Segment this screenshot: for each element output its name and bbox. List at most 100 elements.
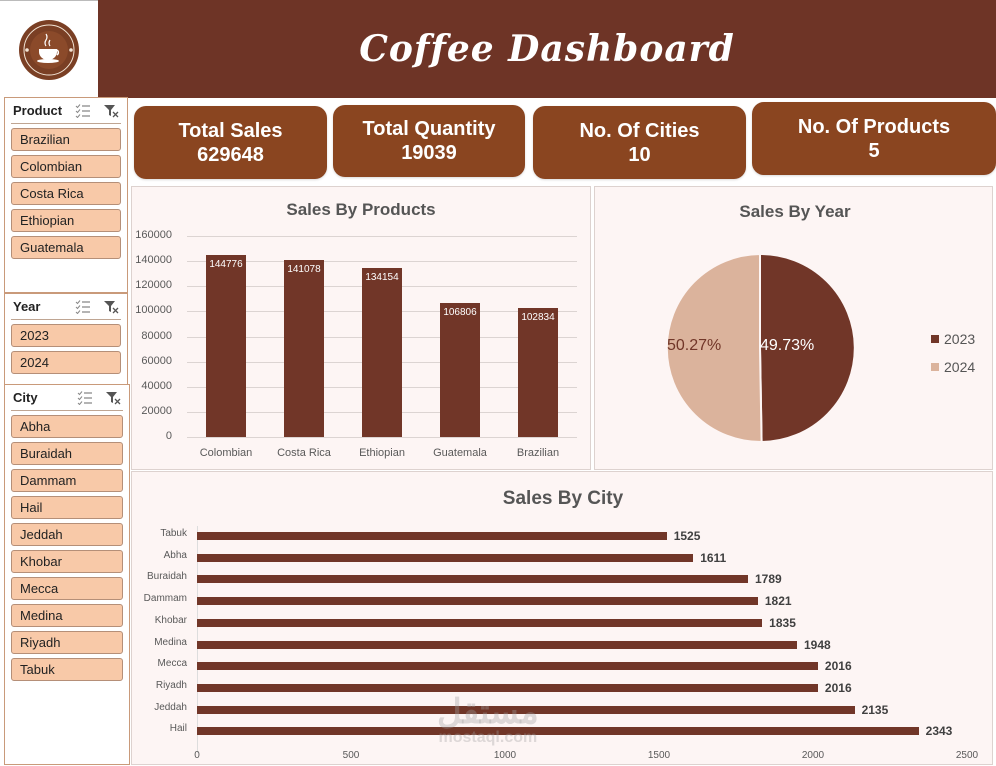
bar-value-label: 2135 <box>861 702 889 717</box>
bar-tabuk[interactable] <box>197 532 667 540</box>
slicer-item-guatemala[interactable]: Guatemala <box>11 236 121 259</box>
x-tick-label: 1500 <box>647 750 671 761</box>
bar-khobar[interactable] <box>197 618 763 627</box>
bar-value-label: 1835 <box>769 615 796 630</box>
kpi-total-sales: Total Sales 629648 <box>134 106 327 179</box>
bar-value-label: 2016 <box>824 680 852 695</box>
multi-select-icon[interactable] <box>73 299 93 315</box>
y-tick-label: Jeddah <box>154 701 187 713</box>
kpi-no-of-cities: No. Of Cities 10 <box>533 106 746 179</box>
x-tick-label: Brazilian <box>516 447 560 459</box>
dashboard-title: Coffee Dashboard <box>359 28 735 70</box>
bar-dammam[interactable] <box>197 597 758 606</box>
y-tick-label: Khobar <box>154 614 187 626</box>
x-tick-label: Ethiopian <box>359 447 405 459</box>
kpi-label: No. Of Products <box>797 115 951 138</box>
logo-area <box>0 0 98 98</box>
bar-guatemala[interactable] <box>440 302 480 437</box>
slicer-title: City <box>13 390 38 405</box>
bar-hail[interactable] <box>197 727 919 736</box>
pie-slice-2023[interactable] <box>759 253 855 443</box>
bar-value-label: 102834 <box>521 311 555 323</box>
slicer-item-colombian[interactable]: Colombian <box>11 155 121 178</box>
y-tick-label: 40000 <box>141 379 172 392</box>
bar-medina[interactable] <box>197 640 797 649</box>
city-slicer: City Abha Buraidah Dammam Hail Jeddah Kh… <box>4 384 130 765</box>
x-tick-label: Colombian <box>199 447 253 459</box>
bar-value-label: 1948 <box>803 637 831 652</box>
multi-select-icon[interactable] <box>75 390 95 406</box>
y-tick-label: Dammam <box>143 593 187 605</box>
bar-value-label: 1525 <box>673 529 701 543</box>
slicer-item-jeddah[interactable]: Jeddah <box>11 523 123 546</box>
hbar-plot-area: Tabuk 1525 Abha 1611 Buraidah 1789 Dammam 1821 K… <box>132 472 994 766</box>
x-tick-label: 2000 <box>801 750 825 761</box>
watermark-arabic: مستقل <box>437 693 539 731</box>
slicer-item-2024[interactable]: 2024 <box>11 351 121 374</box>
bar-value-label: 1821 <box>764 594 792 609</box>
y-tick-label: 160000 <box>135 229 172 241</box>
x-tick-label: 500 <box>342 750 360 761</box>
kpi-no-of-products: No. Of Products 5 <box>752 102 996 175</box>
bar-abha[interactable] <box>197 553 694 562</box>
watermark: مستقل mostaql.com <box>437 694 539 746</box>
clear-filter-icon[interactable] <box>101 103 121 119</box>
legend-label: 2023 <box>944 331 976 347</box>
x-tick-label: 1000 <box>493 750 517 761</box>
bar-value-label: 2016 <box>824 659 852 674</box>
bar-costa-rica[interactable] <box>284 259 324 437</box>
bar-value-label: 1789 <box>755 572 782 587</box>
legend-item-2023: 2023 <box>931 325 975 353</box>
bar-ethiopian[interactable] <box>362 268 402 437</box>
bar-plot-area: 160000 140000 120000 100000 80000 60000 40000 2… <box>132 187 592 471</box>
watermark-latin: mostaql.com <box>438 729 538 746</box>
slicer-item-abha[interactable]: Abha <box>11 415 123 438</box>
bar-buraidah[interactable] <box>197 575 748 584</box>
kpi-value: 19039 <box>401 142 457 164</box>
bar-riyadh[interactable] <box>197 683 818 692</box>
pie-plot <box>665 253 855 443</box>
sales-by-year-chart: Sales By Year 49.73% 50.27% 2023 2024 <box>594 186 993 470</box>
bar-mecca[interactable] <box>197 662 818 671</box>
bar-brazilian[interactable] <box>518 307 558 437</box>
legend-swatch-icon <box>931 363 939 371</box>
gridline <box>187 261 577 263</box>
slicer-item-mecca[interactable]: Mecca <box>11 577 123 600</box>
pie-slice-2024[interactable] <box>665 253 763 443</box>
bar-jeddah[interactable] <box>197 705 855 714</box>
slicer-item-khobar[interactable]: Khobar <box>11 550 123 573</box>
sales-by-city-chart: Sales By City Tabuk 1525 Abha 1611 Buraidah 1… <box>131 471 993 765</box>
y-axis-line <box>197 526 198 753</box>
y-tick-label: Mecca <box>157 658 187 670</box>
slicer-item-buraidah[interactable]: Buraidah <box>11 442 123 465</box>
kpi-total-quantity: Total Quantity 19039 <box>333 105 525 177</box>
clear-filter-icon[interactable] <box>101 299 121 315</box>
slicer-item-riyadh[interactable]: Riyadh <box>11 631 123 654</box>
slicer-header: Year <box>11 294 121 320</box>
bar-colombian[interactable] <box>206 255 246 437</box>
slicer-item-hail[interactable]: Hail <box>11 496 123 519</box>
y-tick-label: 120000 <box>135 279 172 292</box>
multi-select-icon[interactable] <box>73 103 93 119</box>
product-slicer: Product Brazilian Colombian Costa Rica E… <box>4 97 128 293</box>
bar-value-label: 134154 <box>365 272 399 284</box>
gridline <box>187 236 577 237</box>
slicer-item-2023[interactable]: 2023 <box>11 324 121 347</box>
slicer-item-ethiopian[interactable]: Ethiopian <box>11 209 121 232</box>
kpi-label: No. Of Cities <box>579 119 700 142</box>
bar-value-label: 141078 <box>287 263 321 275</box>
slicer-item-costa-rica[interactable]: Costa Rica <box>11 182 121 205</box>
y-tick-label: 20000 <box>141 404 172 417</box>
pie-legend: 2023 2024 <box>931 325 975 381</box>
kpi-value: 5 <box>868 139 880 162</box>
y-tick-label: Buraidah <box>146 571 187 583</box>
y-tick-label: Medina <box>154 636 187 648</box>
slicer-item-brazilian[interactable]: Brazilian <box>11 128 121 151</box>
kpi-value: 10 <box>628 143 651 166</box>
slicer-item-tabuk[interactable]: Tabuk <box>11 658 123 681</box>
slicer-item-medina[interactable]: Medina <box>11 604 123 627</box>
clear-filter-icon[interactable] <box>103 390 123 406</box>
slicer-title: Product <box>13 103 63 118</box>
chart-title: Sales By Year <box>739 202 851 221</box>
slicer-item-dammam[interactable]: Dammam <box>11 469 123 492</box>
